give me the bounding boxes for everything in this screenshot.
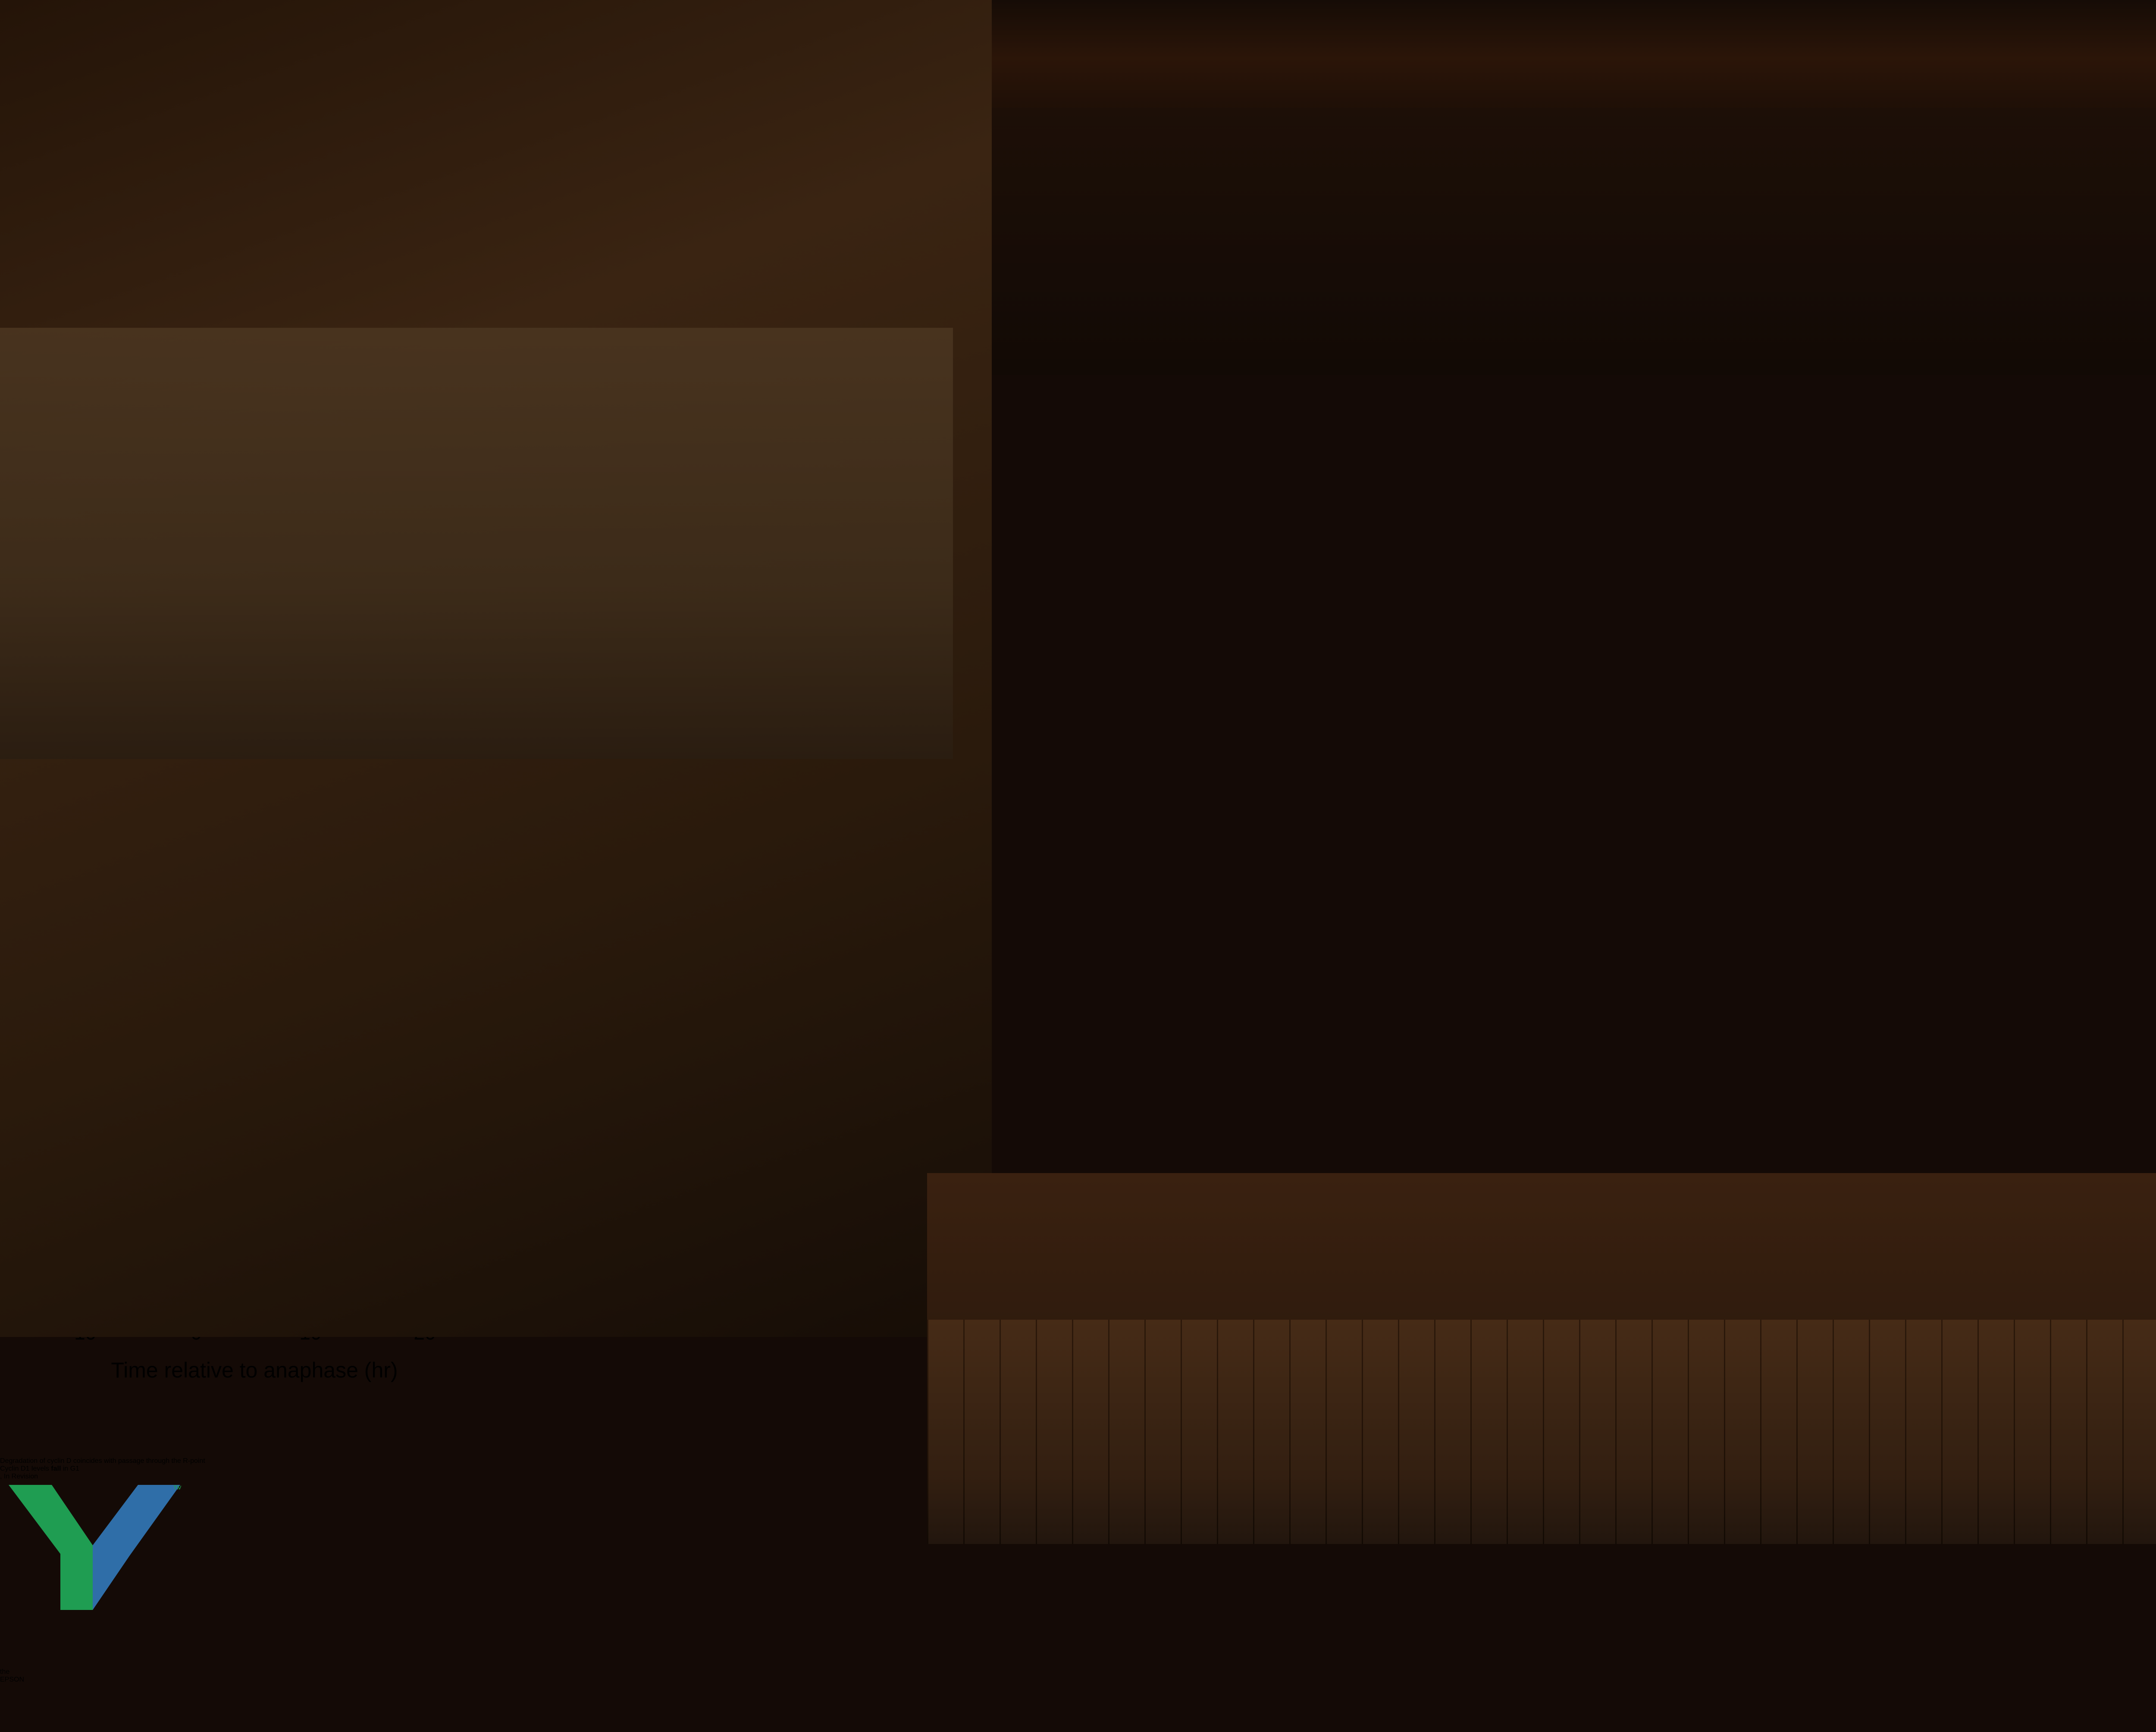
caption-cyclind1-fall: Cyclin D1 levels fall in G1: [0, 1465, 2156, 1473]
ymca-the-text: the: [0, 1668, 10, 1676]
caption-degradation: Degradation of cyclin D coincides with p…: [0, 1457, 2156, 1465]
caption-right-post: in G1: [61, 1465, 80, 1472]
epson-projector: EPSON: [0, 1676, 2156, 1684]
wood-wainscot: [927, 1320, 2156, 1544]
caption-right-pre: Cyclin D1 levels: [0, 1465, 51, 1472]
left-wall-panel: [0, 328, 953, 759]
slide-citation: , In Revision: [0, 1473, 2156, 1481]
ymca-y-logo: ™ the: [0, 1481, 2156, 1676]
caption-right-bold: fall: [51, 1465, 61, 1472]
epson-brand-label: EPSON: [0, 1676, 25, 1683]
caption-left-text: Degradation of cyclin D coincides with p…: [0, 1457, 205, 1465]
svg-text:™: ™: [172, 1484, 181, 1495]
podium: ™ the: [0, 1481, 2156, 1676]
async-xlabel: Time relative to anaphase (hr): [111, 1358, 398, 1382]
citation-suffix: , In Revision: [0, 1473, 38, 1480]
